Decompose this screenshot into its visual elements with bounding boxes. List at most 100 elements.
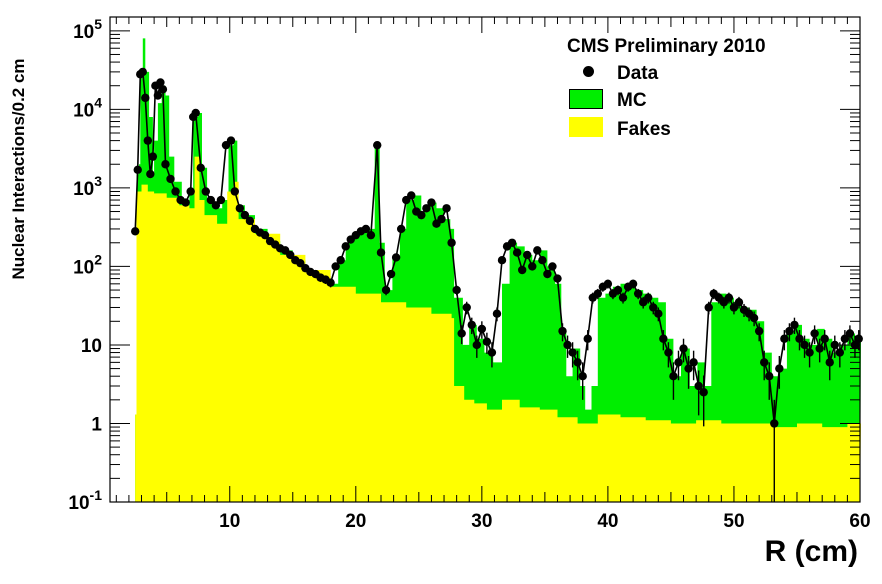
data-point xyxy=(765,371,774,381)
data-point xyxy=(770,419,779,428)
data-point xyxy=(391,253,401,262)
data-point xyxy=(240,210,250,220)
data-point xyxy=(628,279,638,289)
data-point xyxy=(548,262,557,271)
data-point xyxy=(825,358,834,367)
data-point xyxy=(800,340,809,350)
data-point xyxy=(649,303,658,312)
data-point xyxy=(704,303,713,312)
y-tick-label-exponent: 3 xyxy=(94,173,102,189)
fakes-histogram-fill xyxy=(135,156,861,502)
data-point xyxy=(553,274,562,283)
x-tick-label: 30 xyxy=(471,511,492,532)
data-point xyxy=(133,165,142,174)
data-point xyxy=(467,320,476,330)
data-point xyxy=(153,91,163,100)
data-markers xyxy=(131,67,863,428)
data-point xyxy=(366,230,376,240)
data-point xyxy=(131,227,140,236)
data-point xyxy=(694,381,703,391)
y-tick-label: 105 xyxy=(73,16,102,43)
data-point xyxy=(452,285,461,295)
data-point xyxy=(331,262,340,271)
data-point xyxy=(734,298,744,307)
data-point xyxy=(568,348,577,357)
data-point xyxy=(820,334,829,343)
data-point xyxy=(775,364,784,373)
data-point xyxy=(512,248,522,257)
y-tick-label: 1 xyxy=(91,414,102,435)
legend-label-fakes: Fakes xyxy=(617,119,671,140)
data-point xyxy=(543,269,552,279)
data-point xyxy=(679,344,688,353)
data-point xyxy=(230,187,239,196)
data-point xyxy=(472,340,482,350)
data-point xyxy=(749,313,759,323)
data-point xyxy=(206,195,216,205)
data-point xyxy=(442,204,451,213)
data-point xyxy=(336,255,345,265)
y-tick-label-exponent: -1 xyxy=(90,487,103,503)
data-point xyxy=(613,285,623,295)
data-point xyxy=(780,334,789,343)
data-point xyxy=(538,255,547,265)
x-tick-label: 40 xyxy=(597,511,618,532)
y-tick-label: 10-1 xyxy=(68,487,102,514)
y-axis-label: Nuclear Interactions/0.2 cm xyxy=(9,58,28,280)
data-point xyxy=(618,293,628,302)
data-point xyxy=(462,303,471,312)
x-tick-label: 20 xyxy=(345,511,366,532)
data-point xyxy=(417,210,426,220)
data-point xyxy=(226,136,236,145)
data-point xyxy=(191,108,200,118)
data-point xyxy=(830,340,839,350)
data-point xyxy=(326,278,335,287)
data-point xyxy=(158,85,168,94)
data-point xyxy=(492,309,502,318)
data-point xyxy=(835,348,845,357)
data-point xyxy=(141,93,150,103)
y-tick-label-base: 10 xyxy=(73,22,94,43)
legend-label-data: Data xyxy=(617,63,659,84)
data-point xyxy=(840,334,850,343)
y-tick-label-exponent: 5 xyxy=(94,16,102,32)
data-point xyxy=(482,337,492,346)
data-point xyxy=(583,334,592,343)
data-point xyxy=(684,364,693,373)
y-tick-label: 102 xyxy=(73,251,102,278)
x-tick-label: 60 xyxy=(849,511,870,532)
legend-label-mc: MC xyxy=(617,90,647,111)
data-point xyxy=(447,238,456,247)
x-axis-ticks: 10 20 30 40 50 60 xyxy=(115,17,871,532)
data-point xyxy=(235,204,245,213)
data-point xyxy=(361,224,371,234)
data-point xyxy=(528,262,537,271)
data-point xyxy=(148,152,158,161)
data-point xyxy=(138,67,147,77)
y-tick-label: 10 xyxy=(81,336,102,357)
data-point xyxy=(196,163,205,173)
data-point xyxy=(161,160,170,169)
data-point xyxy=(260,230,270,240)
data-point xyxy=(603,279,613,289)
data-point xyxy=(578,371,587,381)
legend-title: CMS Preliminary 2010 xyxy=(567,36,766,57)
data-point xyxy=(669,371,678,381)
y-tick-label-base: 10 xyxy=(73,257,94,278)
data-point xyxy=(724,293,734,302)
data-point xyxy=(593,289,603,298)
data-point xyxy=(373,140,382,150)
legend-data-marker xyxy=(583,66,594,77)
y-tick-label-exponent: 4 xyxy=(94,94,102,110)
data-point xyxy=(674,358,683,367)
data-point xyxy=(664,348,673,357)
y-tick-label-exponent: 2 xyxy=(94,251,102,267)
data-point xyxy=(143,136,153,145)
data-point xyxy=(477,324,487,334)
data-point xyxy=(573,358,582,367)
x-tick-label: 10 xyxy=(219,511,240,532)
data-point xyxy=(654,309,663,318)
data-point xyxy=(699,388,708,397)
data-point xyxy=(760,358,769,367)
data-point xyxy=(815,344,824,353)
